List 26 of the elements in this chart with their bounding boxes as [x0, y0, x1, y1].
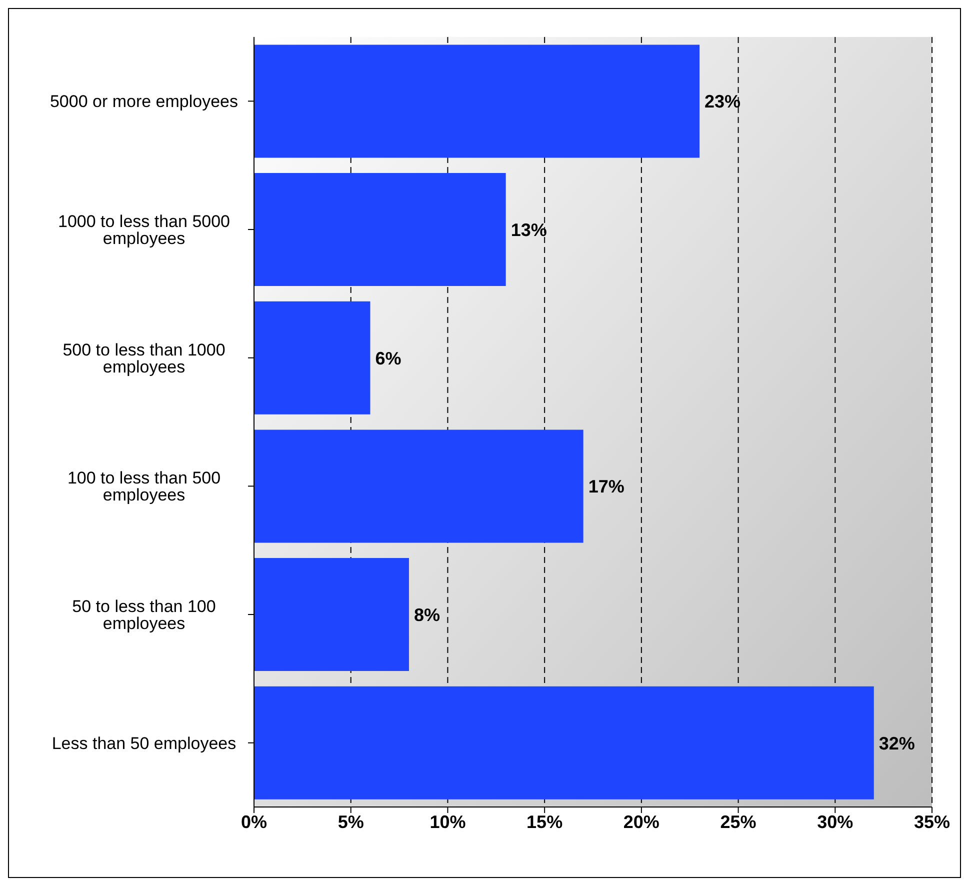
y-tick-label: Less than 50 employees [52, 734, 236, 753]
x-tick-label: 20% [623, 812, 660, 832]
x-tick-label: 5% [338, 812, 364, 832]
y-tick-label: 50 to less than 100 employees [72, 597, 216, 634]
x-tick-label: 30% [817, 812, 854, 832]
data-label: 17% [588, 476, 624, 497]
x-tick-label: 0% [240, 812, 268, 832]
data-label: 6% [375, 348, 402, 368]
bar [254, 44, 700, 158]
data-label: 32% [878, 733, 915, 754]
y-tick-label: 100 to less than 500 employees [67, 468, 221, 505]
bar [254, 430, 584, 543]
x-tick-label: 15% [526, 812, 563, 832]
bar [254, 301, 370, 414]
y-tick-label: 1000 to less than 5000 employees [58, 212, 230, 248]
data-label: 23% [704, 92, 741, 112]
bar [254, 173, 506, 286]
y-tick-label: 5000 or more employees [50, 92, 238, 112]
y-tick-label: 500 to less than 1000 employees [62, 340, 226, 376]
data-label: 8% [414, 604, 440, 625]
bar [254, 558, 409, 672]
x-tick-label: 25% [720, 812, 756, 832]
x-tick-label: 10% [430, 812, 466, 832]
x-tick-label: 35% [914, 812, 950, 832]
data-label: 13% [510, 220, 547, 240]
bar [254, 686, 874, 800]
